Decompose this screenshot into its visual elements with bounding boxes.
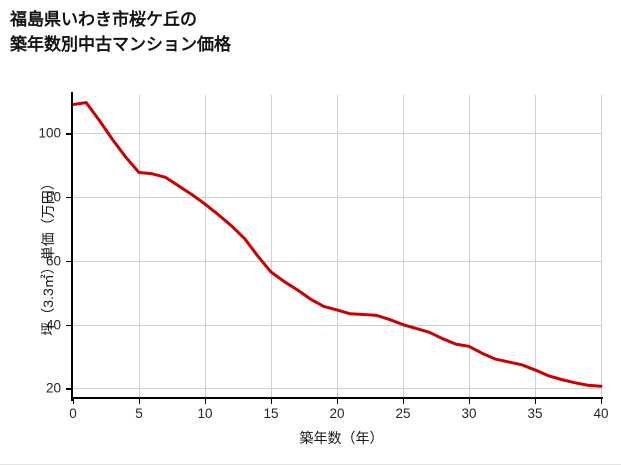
x-tick-mark (403, 399, 405, 404)
y-axis-line (71, 92, 74, 401)
x-tick-label: 30 (461, 406, 477, 421)
y-tick-label: 100 (38, 125, 61, 141)
y-tick-mark (66, 388, 71, 390)
x-tick-label: 20 (329, 406, 345, 421)
x-tick-label: 15 (263, 406, 279, 421)
gridline-vertical (139, 95, 140, 398)
gridline-vertical (403, 95, 404, 398)
y-tick-mark (66, 324, 71, 327)
x-tick-label: 0 (69, 406, 77, 421)
x-tick-mark (535, 399, 537, 404)
y-tick-label: 80 (45, 189, 61, 205)
y-tick-label: 20 (45, 380, 61, 396)
y-tick-mark (66, 197, 71, 199)
x-tick-label: 5 (135, 406, 143, 421)
x-tick-label: 10 (197, 406, 213, 421)
x-tick-mark (337, 399, 339, 404)
plot-area (73, 95, 602, 398)
y-tick-mark (66, 133, 71, 135)
y-axis-label: 坪（3.3㎡）単価（万円） (40, 176, 56, 336)
x-tick-mark (73, 399, 75, 404)
chart-title: 福島県いわき市桜ケ丘の 築年数別中古マンション価格 (10, 10, 231, 54)
x-axis-label-text: 築年数（年） (299, 430, 384, 446)
x-tick-mark (139, 399, 141, 404)
gridline-vertical (601, 95, 602, 398)
x-tick-mark (601, 399, 603, 404)
y-tick-label: 40 (45, 317, 61, 333)
x-tick-mark (205, 399, 207, 404)
y-tick-label: 60 (45, 253, 61, 269)
gridline-vertical (205, 95, 206, 398)
gridline-vertical (337, 95, 338, 398)
x-tick-mark (469, 399, 471, 404)
gridline-vertical (469, 95, 470, 398)
x-tick-label: 25 (395, 406, 411, 421)
x-tick-mark (271, 399, 273, 404)
x-tick-label: 40 (593, 406, 609, 421)
y-tick-mark (66, 260, 71, 263)
gridline-vertical (535, 95, 536, 398)
x-axis-label: 築年数（年） (0, 428, 621, 448)
x-tick-label: 35 (527, 406, 543, 421)
x-axis-line (71, 397, 603, 400)
gridline-vertical (271, 95, 272, 398)
